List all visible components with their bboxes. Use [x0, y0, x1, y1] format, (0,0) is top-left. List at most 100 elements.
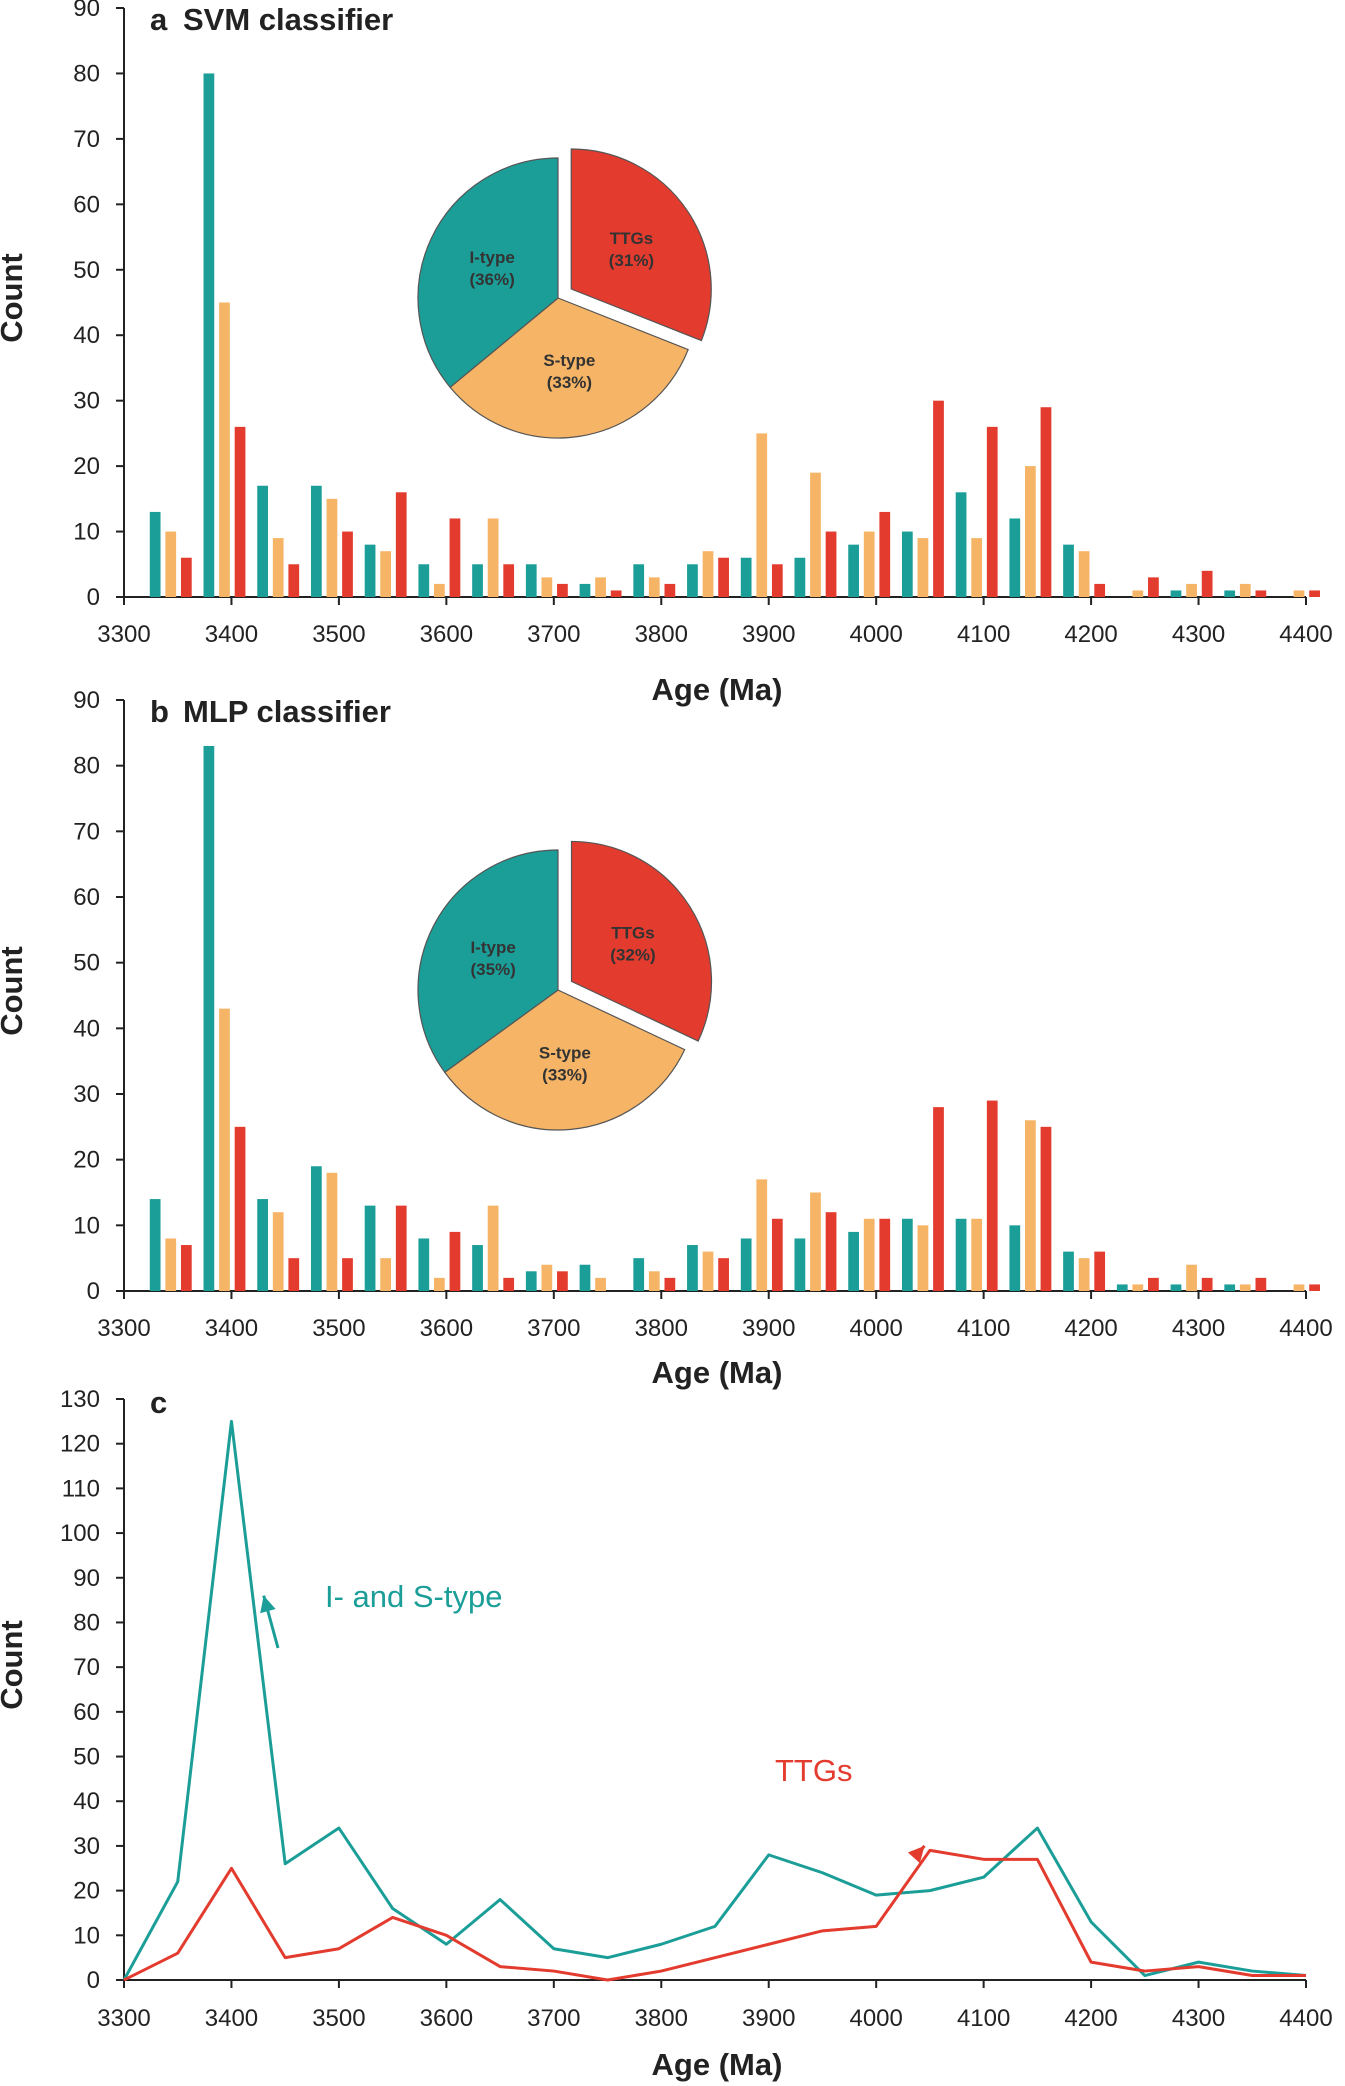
pie-slice-label: TTGs — [610, 229, 653, 248]
y-tick-label: 90 — [73, 687, 100, 714]
y-tick-label: 80 — [73, 1609, 100, 1636]
bar — [794, 557, 806, 597]
bar — [595, 577, 606, 597]
y-tick-label: 30 — [73, 1081, 100, 1108]
bar — [434, 583, 445, 597]
y-tick-label: 10 — [73, 519, 100, 546]
pie-slice — [443, 989, 686, 1131]
y-tick-label: 90 — [73, 0, 100, 22]
bar — [1148, 577, 1159, 597]
x-tick-label: 4300 — [1172, 621, 1225, 648]
bar — [149, 1199, 161, 1291]
bar — [1201, 1277, 1213, 1291]
bar — [1309, 1284, 1320, 1291]
x-tick-label: 4100 — [957, 2005, 1010, 2032]
x-tick-label: 4300 — [1172, 2005, 1225, 2032]
bar — [740, 1238, 752, 1291]
bar — [879, 1218, 891, 1291]
y-tick-label: 50 — [73, 1744, 100, 1771]
bar — [664, 583, 676, 597]
bar — [863, 1218, 875, 1291]
x-tick-label: 3500 — [312, 621, 365, 648]
y-tick-label: 90 — [73, 1565, 100, 1592]
bar — [1293, 590, 1305, 597]
bar — [487, 1205, 499, 1291]
bar — [272, 1212, 284, 1291]
bar — [395, 1205, 407, 1291]
bar — [180, 1245, 192, 1291]
bar — [310, 1166, 322, 1291]
pie-slice-percent: (31%) — [609, 251, 654, 270]
bar — [503, 1277, 515, 1291]
bar — [794, 1238, 806, 1291]
bar — [1078, 551, 1090, 597]
bar — [825, 531, 837, 597]
bar — [288, 564, 300, 597]
bar — [1293, 1284, 1305, 1291]
bar — [1186, 583, 1197, 597]
y-tick-label: 70 — [73, 1654, 100, 1681]
bar — [933, 400, 944, 597]
bar — [810, 1192, 821, 1291]
bar — [1239, 1284, 1251, 1291]
pie-slice — [417, 157, 559, 389]
bar — [449, 1231, 461, 1291]
bar — [257, 485, 268, 597]
pie-slice-percent: (33%) — [547, 373, 592, 392]
bar — [1132, 590, 1144, 597]
bar — [203, 745, 215, 1291]
bar — [687, 564, 698, 597]
bar — [180, 557, 192, 597]
y-tick-label: 100 — [60, 1520, 100, 1547]
y-tick-label: 20 — [73, 1878, 100, 1905]
x-tick-label: 4100 — [957, 1315, 1010, 1342]
bar — [1094, 1251, 1106, 1291]
series-s-type — [165, 302, 1305, 597]
annotation-arrow-head — [907, 1845, 925, 1864]
bar — [595, 1277, 606, 1291]
panel-a-svm-histogram: Count Age (Ma) a SVM classifier 0 10 20 30 4… — [0, 0, 1333, 707]
bar — [487, 518, 499, 597]
bar — [740, 557, 752, 597]
y-tick-label: 40 — [73, 322, 100, 349]
bar — [418, 1238, 430, 1291]
bar — [165, 531, 177, 597]
bar — [272, 538, 284, 597]
bar — [557, 583, 568, 597]
series-line-ttgs — [123, 1848, 1306, 1982]
bar — [986, 1100, 998, 1291]
bar — [1186, 1264, 1197, 1291]
y-axis-label: Count — [0, 946, 29, 1036]
bar — [288, 1258, 300, 1291]
panel-title: SVM classifier — [183, 2, 393, 37]
bar — [664, 1277, 676, 1291]
series-ttgs — [180, 400, 1320, 597]
bar — [418, 564, 430, 597]
bar — [1239, 583, 1251, 597]
x-tick-label: 3400 — [205, 1315, 258, 1342]
bar — [503, 564, 515, 597]
bar — [1009, 1225, 1021, 1291]
x-tick-label: 3300 — [97, 2005, 150, 2032]
bar — [1040, 1126, 1052, 1291]
y-tick-label: 80 — [73, 753, 100, 780]
bar — [380, 1258, 392, 1291]
bar — [955, 1218, 967, 1291]
x-tick-label: 3400 — [205, 2005, 258, 2032]
bar — [234, 426, 246, 597]
x-tick-label: 4000 — [849, 1315, 902, 1342]
bar — [234, 1126, 246, 1291]
pie-slice-label: S-type — [539, 1043, 591, 1062]
bar — [702, 1251, 714, 1291]
bar — [648, 577, 660, 597]
pie-slice-label: S-type — [543, 351, 595, 370]
bar — [219, 1008, 230, 1291]
x-tick-label: 4200 — [1064, 621, 1117, 648]
x-axis-label: Age (Ma) — [652, 672, 783, 707]
bar — [771, 564, 783, 597]
bar — [863, 531, 875, 597]
bar — [1132, 1284, 1144, 1291]
pie-slice-percent: (36%) — [469, 270, 514, 289]
y-tick-label: 40 — [73, 1788, 100, 1815]
x-tick-label: 3800 — [635, 621, 688, 648]
